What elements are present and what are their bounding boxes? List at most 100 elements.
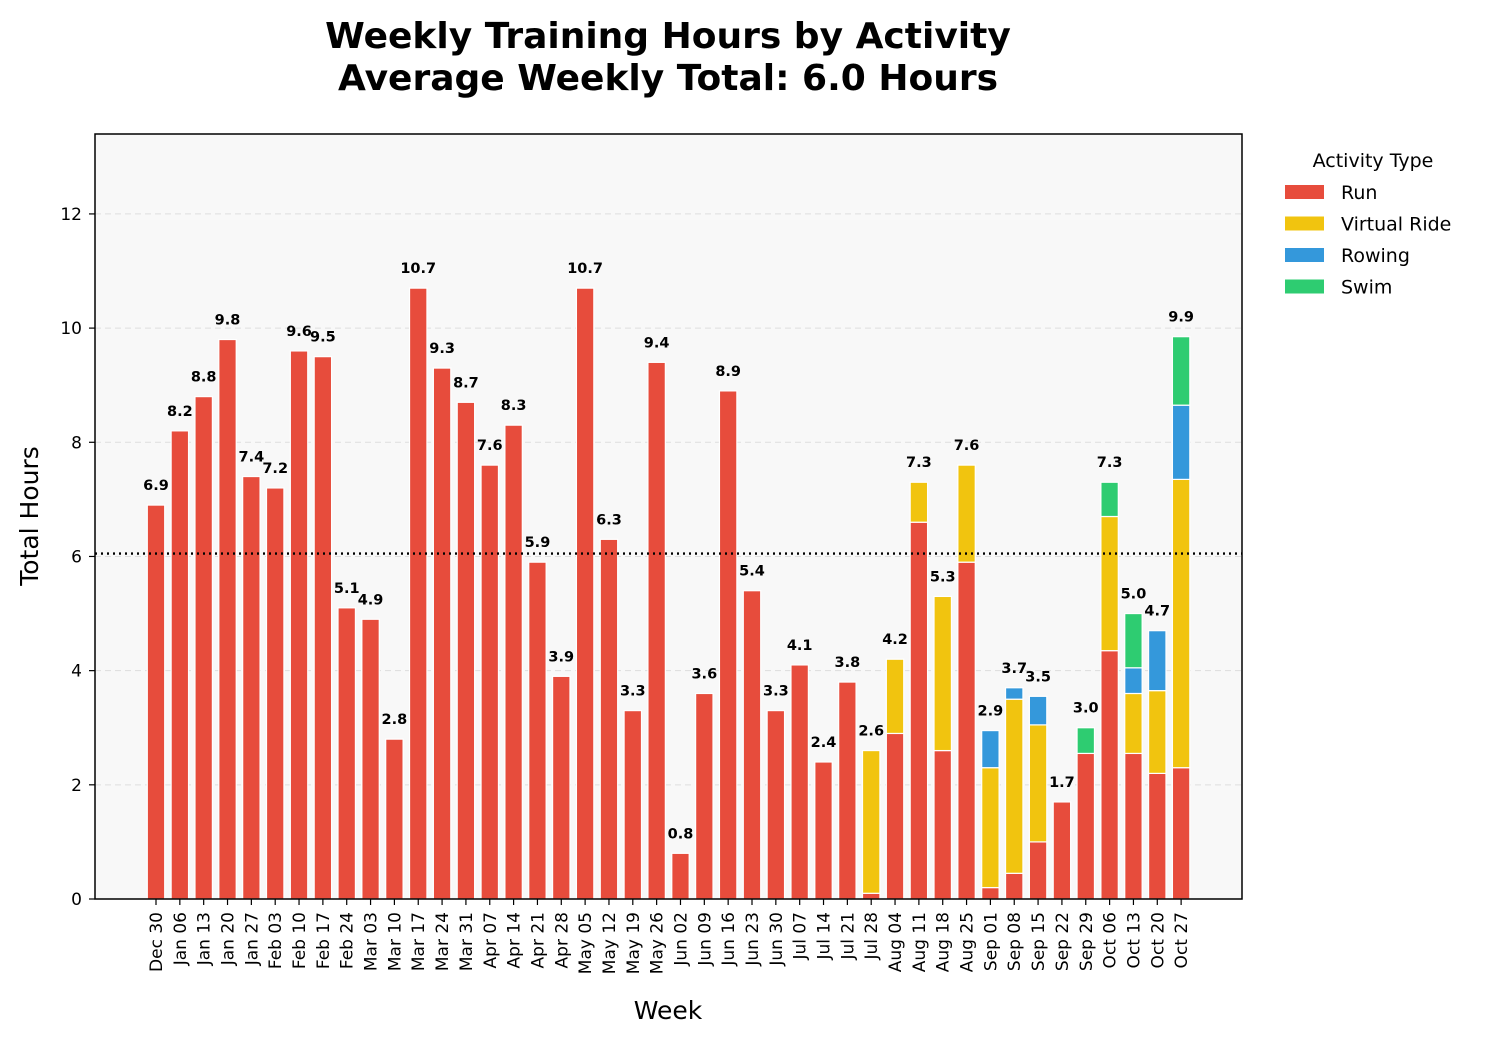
data-label: 2.9 bbox=[978, 704, 1004, 720]
legend: Activity Type Run Virtual Ride Rowing Swim bbox=[1285, 150, 1451, 299]
x-tick-label: Jul 21 bbox=[838, 912, 858, 961]
bar-run bbox=[385, 738, 404, 900]
data-label: 6.9 bbox=[143, 478, 169, 494]
bar-run bbox=[1124, 752, 1143, 900]
data-label: 9.3 bbox=[429, 341, 455, 357]
bar-run bbox=[885, 732, 905, 900]
data-label: 10.7 bbox=[567, 261, 603, 277]
legend-swatch bbox=[1285, 279, 1324, 294]
x-tick-label: Mar 31 bbox=[457, 912, 477, 971]
bar-virtual-ride bbox=[981, 767, 1000, 889]
x-tick-label: Jul 28 bbox=[862, 912, 882, 961]
x-tick-label: Mar 24 bbox=[433, 912, 453, 971]
y-tick-label: 12 bbox=[60, 205, 82, 225]
data-label: 5.4 bbox=[739, 564, 765, 580]
x-axis-title: Week bbox=[634, 996, 703, 1025]
x-tick-label: May 12 bbox=[600, 912, 620, 974]
bar-run bbox=[408, 287, 428, 900]
data-label: 3.8 bbox=[835, 655, 861, 671]
bar-virtual-ride bbox=[1028, 724, 1048, 843]
x-tick-label: Jun 02 bbox=[671, 912, 691, 967]
bar-run bbox=[861, 892, 881, 900]
axes-frame bbox=[94, 133, 1243, 900]
x-tick-label: May 05 bbox=[576, 912, 596, 974]
bar-run bbox=[695, 692, 714, 900]
data-label: 2.4 bbox=[811, 735, 837, 751]
x-tick-label: Aug 11 bbox=[910, 912, 930, 972]
bar-run bbox=[480, 464, 500, 900]
x-tick-label: Jan 20 bbox=[219, 912, 239, 966]
bar-rowing bbox=[1147, 630, 1167, 692]
x-tick-label: May 26 bbox=[648, 912, 668, 974]
bar-run bbox=[957, 561, 976, 900]
data-label: 4.2 bbox=[882, 632, 908, 648]
bar-virtual-ride bbox=[1100, 515, 1119, 652]
data-label: 5.3 bbox=[930, 569, 956, 585]
data-label: 3.7 bbox=[1001, 661, 1027, 677]
data-label: 7.2 bbox=[262, 461, 288, 477]
bar-run bbox=[289, 350, 309, 900]
bar-virtual-ride bbox=[861, 749, 881, 894]
x-tick-label: Feb 10 bbox=[290, 912, 310, 969]
bar-run bbox=[838, 681, 857, 900]
y-tick-label: 6 bbox=[71, 547, 82, 567]
x-tick-label: Jan 13 bbox=[195, 912, 215, 966]
legend-swatch bbox=[1285, 216, 1324, 231]
bar-run bbox=[599, 538, 619, 900]
bar-run bbox=[146, 504, 166, 900]
data-label: 3.3 bbox=[620, 684, 646, 700]
legend-label: Swim bbox=[1341, 277, 1392, 299]
bar-virtual-ride bbox=[909, 481, 929, 523]
bar-run bbox=[432, 367, 452, 900]
data-label: 5.1 bbox=[334, 581, 360, 597]
x-tick-label: Apr 07 bbox=[481, 912, 501, 968]
bar-run bbox=[1147, 772, 1167, 900]
y-tick-label: 4 bbox=[71, 662, 82, 682]
bar-run bbox=[671, 852, 690, 900]
x-tick-label: Sep 15 bbox=[1029, 912, 1049, 971]
data-label: 4.1 bbox=[787, 638, 813, 654]
legend-label: Rowing bbox=[1341, 245, 1410, 267]
bar-virtual-ride bbox=[1004, 698, 1024, 874]
bar-virtual-ride bbox=[1147, 690, 1167, 775]
bar-rowing bbox=[1028, 695, 1048, 726]
x-tick-label: Aug 18 bbox=[934, 912, 954, 972]
bar-virtual-ride bbox=[1124, 692, 1143, 755]
legend-swatch bbox=[1285, 185, 1324, 199]
x-tick-label: Feb 03 bbox=[266, 912, 286, 969]
x-tick-label: May 19 bbox=[624, 912, 644, 974]
bar-virtual-ride bbox=[933, 595, 953, 752]
data-label: 3.0 bbox=[1073, 701, 1099, 717]
bar-run bbox=[742, 590, 762, 900]
bar-run bbox=[909, 521, 929, 900]
y-tick-label: 0 bbox=[71, 890, 82, 910]
bar-virtual-ride bbox=[1171, 478, 1191, 769]
x-tick-label: Mar 10 bbox=[385, 912, 405, 971]
bar-run bbox=[575, 287, 595, 900]
x-tick-label: Jun 09 bbox=[695, 912, 715, 967]
data-label: 2.8 bbox=[382, 712, 408, 728]
bar-run bbox=[933, 749, 953, 900]
bar-run bbox=[265, 487, 285, 900]
data-label: 0.8 bbox=[668, 826, 694, 842]
bar-rowing bbox=[1124, 667, 1143, 695]
data-label: 8.9 bbox=[715, 364, 741, 380]
data-label: 3.5 bbox=[1025, 669, 1051, 685]
bar-run bbox=[1028, 841, 1048, 900]
bar-run bbox=[790, 664, 809, 900]
x-tick-label: Feb 24 bbox=[338, 912, 358, 969]
data-label: 8.8 bbox=[191, 370, 217, 386]
data-label: 7.4 bbox=[239, 450, 265, 466]
bar-run bbox=[623, 710, 643, 900]
x-tick-label: Sep 01 bbox=[981, 912, 1001, 971]
data-label: 5.0 bbox=[1121, 587, 1147, 603]
chart-subtitle: Average Weekly Total: 6.0 Hours bbox=[337, 58, 999, 99]
bar-run bbox=[981, 886, 1000, 900]
data-label: 8.3 bbox=[501, 398, 527, 414]
data-label: 2.6 bbox=[858, 724, 884, 740]
x-tick-label: Oct 27 bbox=[1172, 912, 1192, 968]
data-label: 7.6 bbox=[477, 438, 503, 454]
x-tick-label: Mar 17 bbox=[409, 912, 429, 971]
x-tick-label: Jun 30 bbox=[767, 912, 787, 967]
